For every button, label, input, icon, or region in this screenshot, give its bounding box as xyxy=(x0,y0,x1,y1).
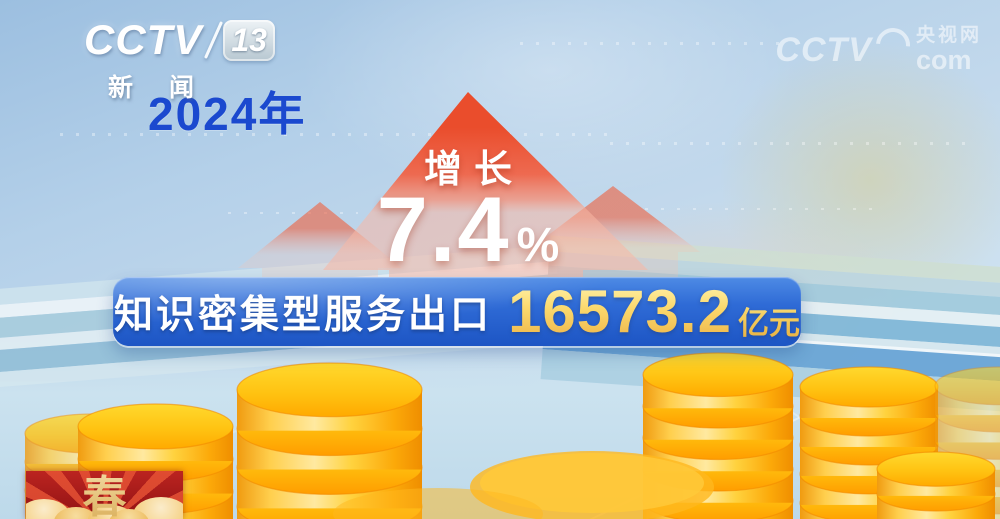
metric-unit: 亿元 xyxy=(738,280,800,343)
channel-logo: CCTV 13 新闻 xyxy=(84,16,275,104)
watermark-domain: com xyxy=(915,44,972,75)
particle-row xyxy=(610,142,970,145)
particle-row xyxy=(228,212,358,214)
channel-logo-slash xyxy=(204,21,224,59)
growth-figure: 7.4% xyxy=(288,178,648,283)
growth-label: 增长 xyxy=(423,149,524,191)
channel-logo-text: CCTV xyxy=(84,16,203,63)
watermark-brand: CCTV xyxy=(775,30,872,69)
spring-festival-badge: 春 xyxy=(26,471,183,519)
main-growth-arrow xyxy=(323,92,648,300)
particle-row xyxy=(520,42,790,45)
flat-coin-top xyxy=(480,453,704,513)
channel-subtitle: 新闻 xyxy=(108,74,231,102)
cloud-ornament xyxy=(109,509,149,519)
spring-character: 春 xyxy=(83,471,127,519)
site-watermark: CCTV 央视网 com xyxy=(775,21,982,75)
metric-value: 16573.2 xyxy=(508,278,732,345)
growth-unit: % xyxy=(516,219,560,272)
flat-coin-faint xyxy=(333,488,543,519)
coin-stack xyxy=(876,451,996,519)
growth-value: 7.4 xyxy=(376,179,511,281)
particle-row xyxy=(645,208,885,210)
year-label: 2024年 xyxy=(148,88,307,140)
cloud-ornament xyxy=(133,497,183,519)
cloud-ornament xyxy=(54,507,98,519)
watermark-swirl-icon xyxy=(869,21,917,70)
watermark-site-name: 央视网 xyxy=(915,25,982,46)
metric-banner: 知识密集型服务出口 16573.2 亿元 xyxy=(113,277,801,346)
metric-label: 知识密集型服务出口 xyxy=(114,293,493,337)
channel-number: 13 xyxy=(223,19,275,61)
particle-row xyxy=(60,133,620,136)
